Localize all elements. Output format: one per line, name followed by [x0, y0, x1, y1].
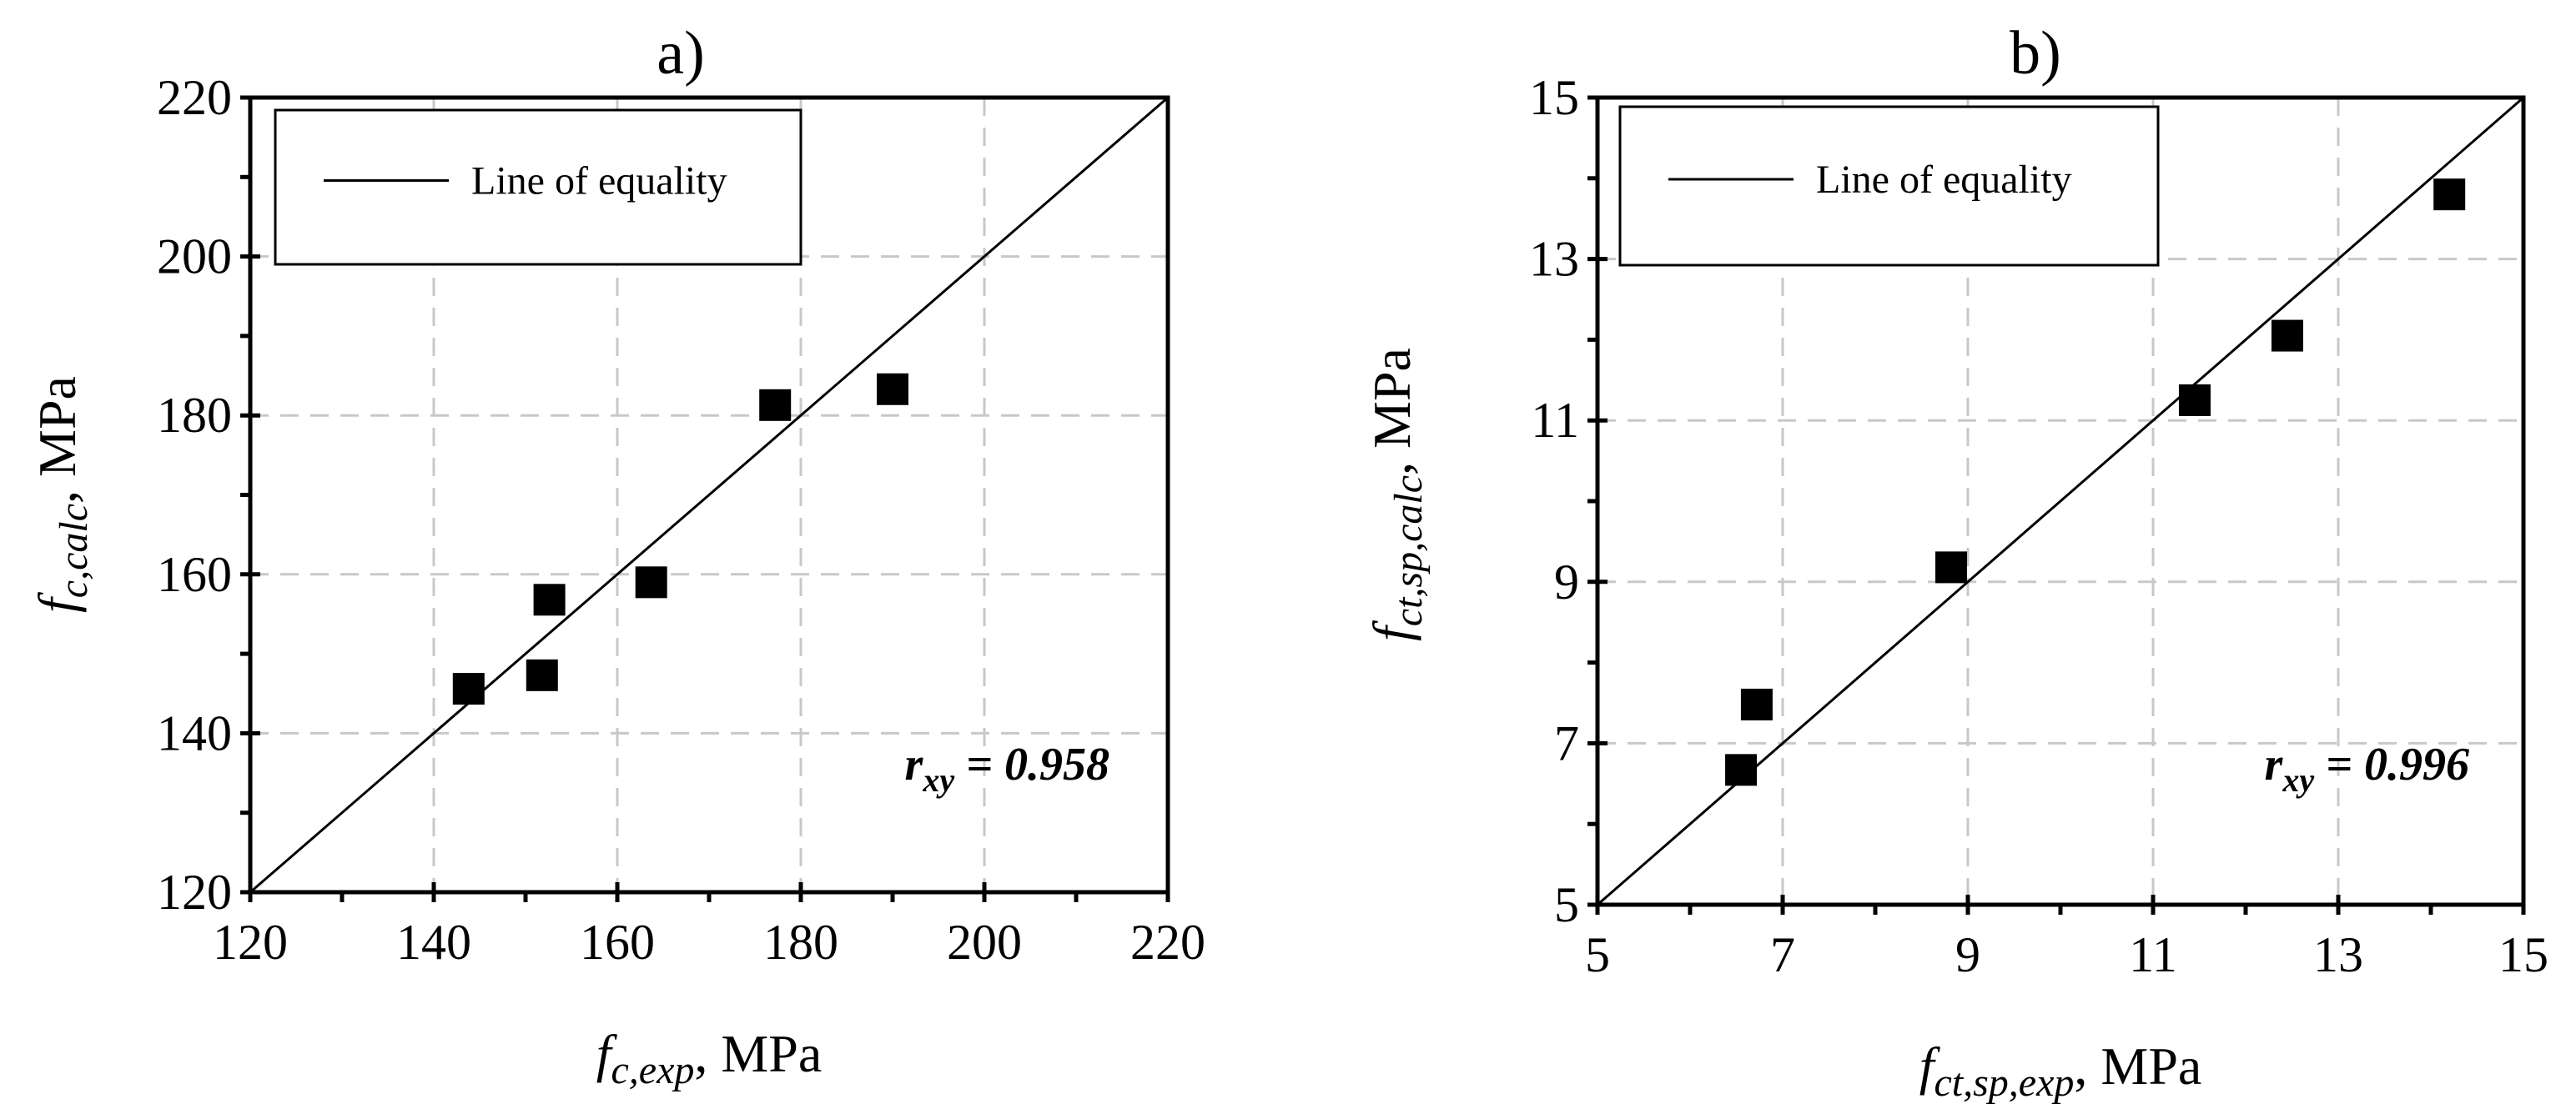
data-point [759, 389, 792, 421]
y-tick-label: 160 [157, 547, 232, 602]
y-tick-label: 7 [1554, 715, 1579, 770]
x-tick-label: 9 [1955, 927, 1980, 982]
data-point [635, 566, 667, 599]
data-point [877, 373, 908, 405]
y-tick-label: 120 [157, 865, 232, 920]
correlation-annotation: rxy = 0.996 [2265, 739, 2469, 799]
correlation-annotation: rxy = 0.958 [905, 739, 1109, 799]
y-tick-label: 140 [157, 705, 232, 760]
y-tick-label: 5 [1554, 877, 1579, 932]
x-tick-label: 220 [1130, 915, 1205, 970]
x-axis-title: fct,sp,exp, MPa [1919, 1036, 2202, 1105]
panel-label: a) [657, 19, 705, 88]
y-tick-label: 220 [157, 70, 232, 125]
x-tick-label: 120 [213, 915, 288, 970]
y-tick-label: 9 [1554, 554, 1579, 610]
legend-box [274, 108, 802, 266]
chart-panel-b: 5 7 9 11 13 15 5 7 9 11 13 15 b) fct,sp,exp, MPa fct,s… [1362, 19, 2548, 1105]
panel-label: b) [2010, 19, 2061, 88]
y-axis-title: fc,calc, MPa [28, 376, 96, 613]
x-tick-label: 160 [580, 915, 655, 970]
legend-box [1618, 105, 2160, 267]
y-tick-label: 180 [157, 388, 232, 443]
data-point [1740, 688, 1773, 720]
y-tick-label: 13 [1529, 232, 1579, 287]
y-axis-title: fct,sp,calc, MPa [1362, 348, 1431, 641]
legend-label: Line of equality [1816, 158, 2072, 202]
x-tick-label: 140 [396, 915, 471, 970]
y-tick-label: 15 [1529, 70, 1579, 125]
legend-label: Line of equality [471, 159, 727, 203]
data-point [2433, 178, 2466, 211]
x-tick-label: 200 [947, 915, 1022, 970]
x-tick-label: 180 [763, 915, 838, 970]
data-point [2271, 319, 2303, 352]
x-tick-label: 13 [2313, 927, 2363, 982]
data-point [452, 673, 485, 705]
x-axis-title: fc,exp, MPa [596, 1024, 823, 1092]
data-point [1725, 754, 1758, 786]
data-point [1935, 551, 1968, 584]
x-tick-label: 7 [1770, 927, 1795, 982]
chart-panel-a: 120 140 160 180 200 220 120 140 160 180 200 220 a) fc… [28, 19, 1205, 1092]
data-point [533, 584, 566, 616]
y-tick-label: 11 [1531, 393, 1579, 448]
y-tick-label: 200 [157, 229, 232, 284]
line-of-equality [249, 96, 1169, 894]
x-tick-label: 5 [1585, 927, 1610, 982]
data-point [526, 659, 558, 691]
x-tick-label: 11 [2129, 927, 2177, 982]
data-point [2178, 384, 2211, 416]
x-tick-label: 15 [2498, 927, 2548, 982]
